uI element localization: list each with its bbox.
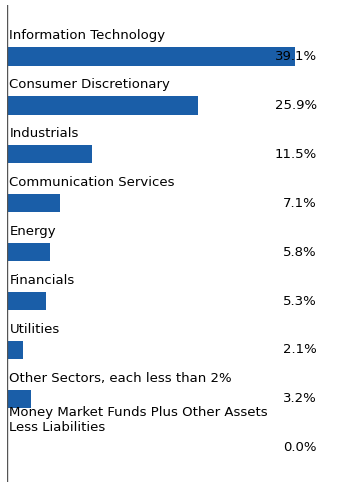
Text: Utilities: Utilities	[9, 323, 60, 336]
Text: Communication Services: Communication Services	[9, 176, 175, 189]
Text: 5.8%: 5.8%	[283, 245, 317, 259]
Text: 5.3%: 5.3%	[283, 295, 317, 307]
Bar	[7, 341, 23, 359]
Text: 7.1%: 7.1%	[283, 197, 317, 209]
Bar	[7, 194, 59, 212]
Bar	[7, 292, 46, 310]
Text: Industrials: Industrials	[9, 127, 79, 140]
Text: 11.5%: 11.5%	[275, 148, 317, 161]
Text: 25.9%: 25.9%	[275, 99, 317, 112]
Bar	[7, 243, 50, 262]
Text: Money Market Funds Plus Other Assets
Less Liabilities: Money Market Funds Plus Other Assets Les…	[9, 406, 268, 433]
Text: 0.0%: 0.0%	[283, 441, 317, 454]
Bar	[7, 390, 31, 408]
Text: 2.1%: 2.1%	[283, 343, 317, 356]
Text: Financials: Financials	[9, 274, 75, 287]
Text: 3.2%: 3.2%	[283, 393, 317, 405]
Bar	[7, 96, 198, 114]
Text: Consumer Discretionary: Consumer Discretionary	[9, 78, 170, 91]
Text: Information Technology: Information Technology	[9, 29, 166, 42]
Text: 39.1%: 39.1%	[275, 50, 317, 63]
Bar	[7, 47, 296, 66]
Bar	[7, 145, 92, 164]
Text: Energy: Energy	[9, 225, 56, 238]
Text: Other Sectors, each less than 2%: Other Sectors, each less than 2%	[9, 372, 232, 385]
